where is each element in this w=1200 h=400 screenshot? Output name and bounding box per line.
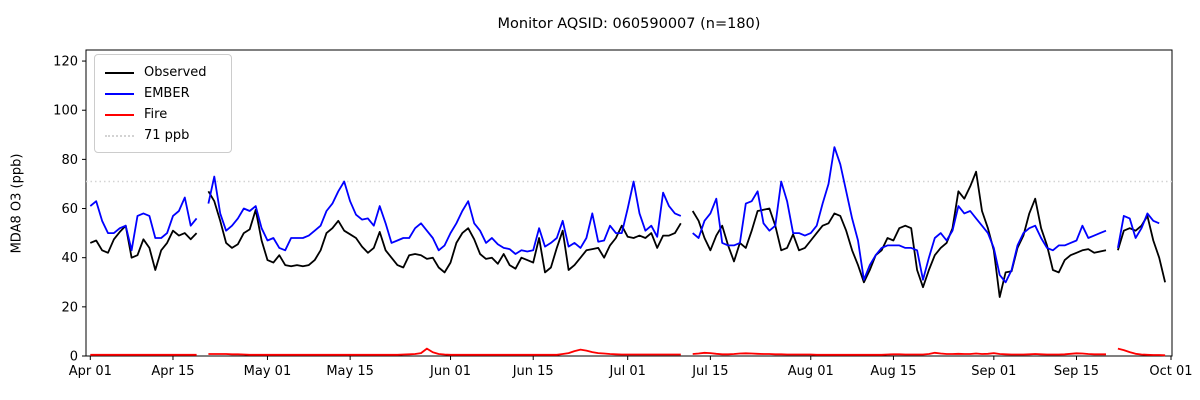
x-tick-label: Sep 01 [971,364,1016,379]
series-fire-line [208,347,681,356]
x-tick-label: Apr 01 [69,364,112,379]
chart-title: Monitor AQSID: 060590007 (n=180) [497,16,761,32]
x-tick-label: Jun 15 [512,364,554,379]
x-tick-label: Jul 15 [691,364,728,379]
x-tick-label: Aug 01 [788,364,834,379]
series-observed-line [1117,214,1166,283]
x-tick-label: Apr 15 [151,364,194,379]
observed-line-swatch [105,71,134,74]
series-ember-line [692,146,1107,284]
y-tick-label: 0 [70,350,78,365]
legend: Observed EMBER Fire 71 ppb [94,54,232,153]
legend-label-observed: Observed [144,65,207,80]
x-tick-label: Oct 01 [1149,364,1192,379]
plot-border [85,49,1173,357]
fire-line-swatch [105,113,134,116]
series-ember-line [207,175,682,255]
series-fire-line [1117,347,1166,357]
x-tick-label: Aug 15 [870,364,916,379]
legend-item-ember: EMBER [105,83,221,104]
ember-line-swatch [105,92,134,95]
x-tick-label: Jul 01 [609,364,646,379]
legend-label-threshold: 71 ppb [144,128,190,143]
y-tick-label: 20 [61,300,78,315]
legend-item-fire: Fire [105,104,221,125]
legend-label-ember: EMBER [144,86,190,101]
series-observed-line [207,190,682,274]
x-tick-label: May 01 [244,364,292,379]
legend-label-fire: Fire [144,107,168,122]
x-tick-label: May 15 [326,364,374,379]
legend-item-threshold: 71 ppb [105,125,221,146]
y-tick-label: 100 [53,104,78,119]
legend-item-observed: Observed [105,62,221,83]
y-tick-label: 60 [61,202,78,217]
series-observed-line [691,170,1107,298]
series-observed-line [89,224,198,271]
x-tick-label: Jun 01 [429,364,471,379]
series-ember-line [89,196,198,252]
y-tick-label: 80 [61,153,78,168]
y-tick-label: 40 [61,251,78,266]
series-ember-line [1117,212,1160,249]
y-tick-label: 120 [53,55,78,70]
threshold-line-swatch [105,134,134,137]
x-tick-label: Sep 15 [1054,364,1099,379]
series-fire-line [692,351,1106,356]
